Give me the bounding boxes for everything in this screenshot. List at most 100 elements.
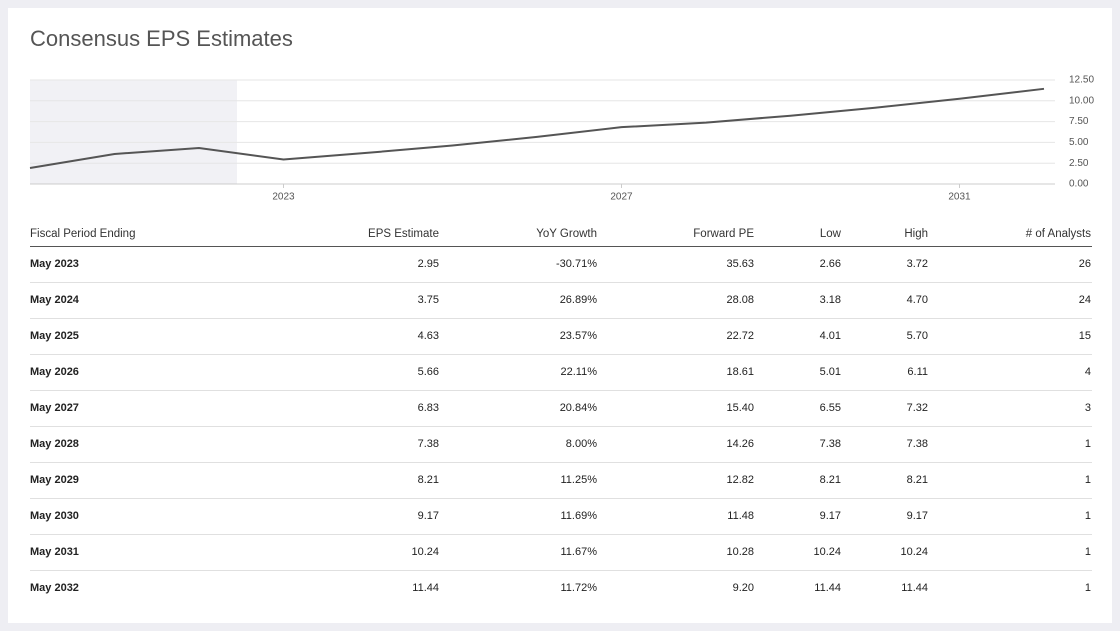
- table-cell: 8.00%: [565, 438, 597, 450]
- table-cell: 5.70: [906, 330, 928, 342]
- table-cell: 1: [1084, 438, 1091, 450]
- table-cell: 11.72%: [560, 582, 598, 594]
- row-rule: [30, 282, 1092, 283]
- table-cell: 9.20: [732, 582, 754, 594]
- table-cell: 26.89%: [559, 294, 597, 306]
- table-cell: 9.17: [417, 510, 439, 522]
- column-header: # of Analysts: [1025, 228, 1091, 240]
- title: Consensus EPS Estimates: [30, 26, 293, 51]
- table-cell: May 2028: [30, 438, 79, 450]
- table-cell: 11.25%: [560, 474, 598, 486]
- table-cell: 14.26: [726, 438, 754, 450]
- table-cell: 11.67%: [560, 546, 598, 558]
- table-cell: 22.72: [726, 330, 754, 342]
- y-tick-label: 2.50: [1069, 158, 1089, 169]
- table-cell: 2.95: [417, 258, 439, 270]
- table-cell: May 2027: [30, 402, 79, 414]
- table-cell: May 2024: [30, 294, 79, 306]
- table-cell: 10.24: [411, 546, 439, 558]
- table-cell: 3.75: [417, 294, 439, 306]
- table-cell: 5.01: [819, 366, 841, 378]
- row-rule: [30, 570, 1092, 571]
- table-cell: 5.66: [417, 366, 439, 378]
- row-rule: [30, 534, 1092, 535]
- table-cell: 11.44: [814, 582, 841, 594]
- table-cell: 7.38: [906, 438, 928, 450]
- table-cell: 10.28: [726, 546, 754, 558]
- table-cell: 10.24: [813, 546, 841, 558]
- table-cell: May 2023: [30, 258, 79, 270]
- column-header: Fiscal Period Ending: [30, 228, 136, 240]
- table-cell: 9.17: [819, 510, 841, 522]
- table-cell: 11.69%: [560, 510, 598, 522]
- x-tick-label: 2023: [272, 192, 295, 203]
- table-cell: 3.18: [819, 294, 841, 306]
- column-header: EPS Estimate: [368, 228, 439, 240]
- row-rule: [30, 390, 1092, 391]
- table-cell: 8.21: [906, 474, 928, 486]
- table-cell: 1: [1084, 582, 1091, 594]
- column-header: Low: [819, 228, 841, 240]
- table-cell: 26: [1078, 258, 1091, 270]
- table-cell: 11.48: [727, 510, 754, 522]
- column-header: High: [904, 228, 928, 240]
- table-cell: 7.38: [417, 438, 439, 450]
- table-cell: 7.38: [819, 438, 841, 450]
- historical-shade: [30, 80, 238, 184]
- y-tick-label: 5.00: [1069, 137, 1089, 148]
- table-cell: May 2030: [30, 510, 79, 522]
- table-cell: 12.82: [726, 474, 754, 486]
- table-cell: 15.40: [726, 402, 754, 414]
- table-cell: 1: [1084, 510, 1091, 522]
- column-header: Forward PE: [693, 228, 754, 240]
- chart: 0.00 2.50 5.00 7.50 10.00 12.50 2023 2027 2031: [29, 75, 1094, 203]
- table-cell: 23.57%: [559, 330, 597, 342]
- table-cell: 8.21: [417, 474, 439, 486]
- table-cell: 22.11%: [560, 366, 598, 378]
- table-cell: 28.08: [726, 294, 754, 306]
- column-header: YoY Growth: [536, 228, 597, 240]
- table-cell: 4.70: [906, 294, 928, 306]
- table-cell: 11.44: [412, 582, 439, 594]
- table-cell: 1: [1084, 474, 1091, 486]
- y-tick-label: 7.50: [1069, 116, 1089, 127]
- table-cell: 15: [1078, 330, 1091, 342]
- table-cell: May 2029: [30, 474, 79, 486]
- table-cell: 1: [1084, 546, 1091, 558]
- table-cell: 6.11: [907, 366, 928, 378]
- row-rule: [30, 462, 1092, 463]
- table-cell: 4.01: [819, 330, 841, 342]
- table-cell: 18.61: [726, 366, 754, 378]
- table-cell: 8.21: [819, 474, 841, 486]
- header-rule: [30, 246, 1092, 247]
- table-cell: 3.72: [906, 258, 928, 270]
- table-cell: 4.63: [417, 330, 439, 342]
- table-cell: 20.84%: [559, 402, 597, 414]
- table-cell: 6.83: [417, 402, 439, 414]
- table-cell: May 2025: [30, 330, 79, 342]
- row-rule: [30, 498, 1092, 499]
- table-cell: 11.44: [901, 582, 928, 594]
- table-cell: May 2026: [30, 366, 79, 378]
- table-cell: May 2031: [30, 546, 79, 558]
- row-rule: [30, 318, 1092, 319]
- row-rule: [30, 354, 1092, 355]
- row-rule: [30, 426, 1092, 427]
- x-tick-label: 2027: [610, 192, 633, 203]
- table-cell: 10.24: [900, 546, 928, 558]
- table-cell: 7.32: [906, 402, 928, 414]
- table-cell: 6.55: [819, 402, 841, 414]
- y-tick-label: 0.00: [1069, 179, 1089, 190]
- eps-line: [29, 87, 1045, 170]
- table-cell: 9.17: [906, 510, 928, 522]
- table-cell: 24: [1078, 294, 1091, 306]
- table-cell: 2.66: [819, 258, 841, 270]
- table-cell: 4: [1084, 366, 1091, 378]
- table-cell: 3: [1084, 402, 1091, 414]
- y-tick-label: 10.00: [1069, 95, 1094, 106]
- table-cell: May 2032: [30, 582, 79, 594]
- table-cell: -30.71%: [556, 258, 597, 270]
- x-tick-label: 2031: [948, 192, 971, 203]
- table-cell: 35.63: [726, 258, 754, 270]
